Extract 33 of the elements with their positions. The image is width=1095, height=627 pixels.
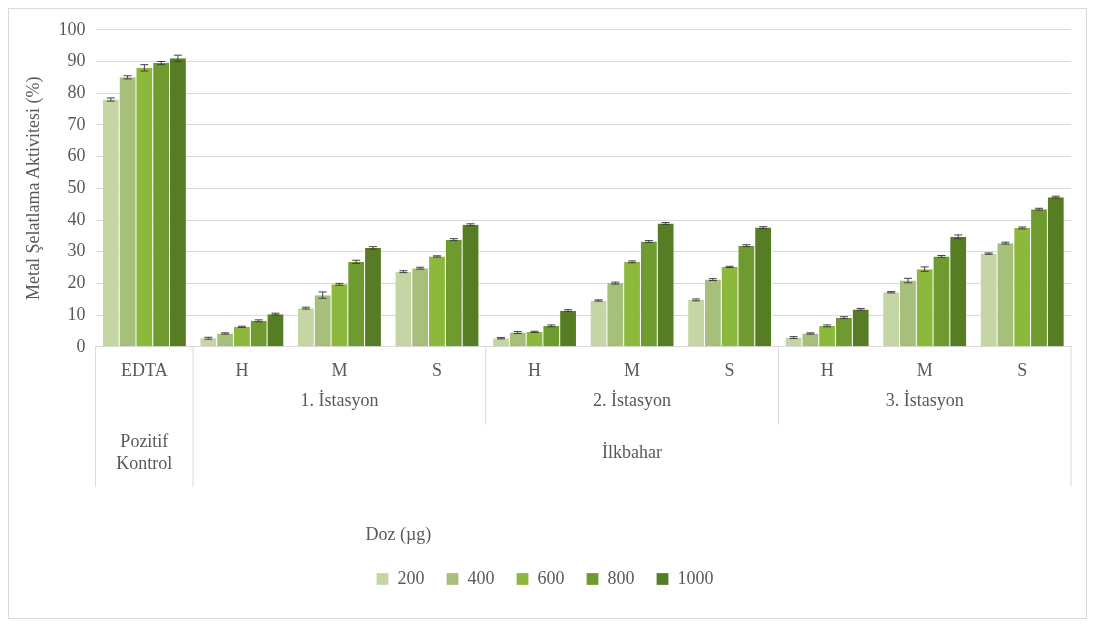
x-tick-label: M bbox=[916, 360, 933, 381]
x-tick-label: M bbox=[624, 360, 641, 381]
x-tick-label: H bbox=[820, 360, 834, 381]
legend-label: 1000 bbox=[677, 567, 714, 588]
y-tick-label: 100 bbox=[58, 18, 86, 39]
y-tick-label: 60 bbox=[67, 145, 86, 166]
y-axis-title: Metal Şelatlama Aktivitesi (%) bbox=[22, 76, 44, 301]
y-tick-label: 0 bbox=[76, 335, 86, 356]
text: 2. İstasyon bbox=[593, 389, 672, 410]
y-tick-label: 70 bbox=[67, 113, 86, 134]
legend-label: 800 bbox=[607, 567, 635, 588]
legend-label: 200 bbox=[397, 567, 425, 588]
y-tick-label: 10 bbox=[67, 303, 86, 324]
x-tick-label: M bbox=[331, 360, 348, 381]
text: Pozitif Kontrol bbox=[116, 430, 173, 473]
y-tick-label: 30 bbox=[67, 240, 86, 261]
legend-label: 400 bbox=[467, 567, 495, 588]
y-tick-label: 50 bbox=[67, 177, 86, 198]
x-tick-label: EDTA bbox=[121, 360, 168, 381]
x-tick-label: S bbox=[431, 360, 442, 381]
x-tick-label: H bbox=[235, 360, 249, 381]
text: 3. İstasyon bbox=[885, 389, 964, 410]
y-tick-label: 20 bbox=[67, 272, 86, 293]
legend-title: Doz (µg) bbox=[365, 524, 432, 546]
text: 1. İstasyon bbox=[300, 389, 379, 410]
x-tick-label: S bbox=[724, 360, 735, 381]
legend-label: 600 bbox=[537, 567, 565, 588]
y-tick-label: 40 bbox=[67, 208, 86, 229]
x-tick-label: H bbox=[528, 360, 542, 381]
text: İlkbahar bbox=[602, 441, 663, 462]
x-tick-label: S bbox=[1017, 360, 1028, 381]
y-tick-label: 80 bbox=[67, 81, 86, 102]
y-tick-label: 90 bbox=[67, 50, 86, 71]
